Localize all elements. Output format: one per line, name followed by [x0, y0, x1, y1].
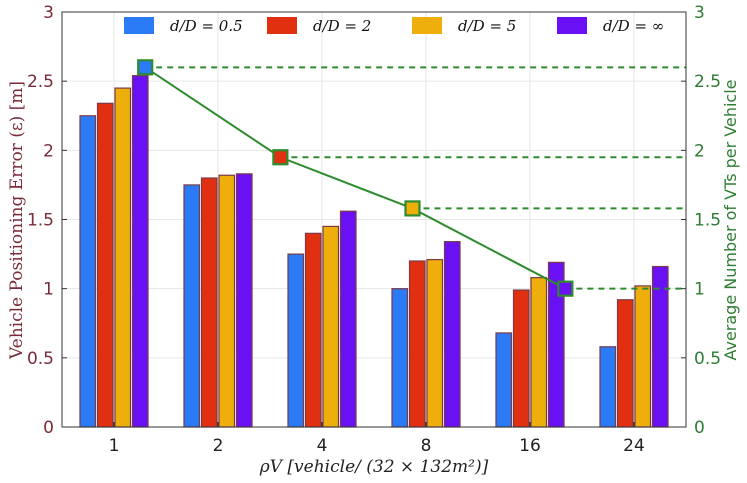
y-tick-label: 2.5 — [27, 72, 54, 92]
bar — [218, 174, 236, 428]
legend: d/D = 0.5 d/D = 2 d/D = 5 d/D = ∞ — [124, 17, 664, 35]
x-tick-label: 4 — [317, 436, 328, 456]
y-tick-label: 1 — [43, 280, 54, 300]
legend-label: d/D = 5 — [458, 17, 516, 35]
legend-label: d/D = 0.5 — [170, 17, 243, 35]
bars — [79, 75, 669, 428]
legend-label: d/D = ∞ — [603, 17, 664, 35]
x-tick-label: 2 — [213, 436, 224, 456]
y-axis-label: Vehicle Positioning Error (ε) [m] — [7, 81, 27, 360]
bar — [131, 75, 149, 428]
bar — [235, 173, 253, 428]
y-axis-ticks: 0 0.5 1 1.5 2 2.5 3 — [27, 3, 67, 438]
y2-tick-label: 2 — [694, 141, 705, 161]
vt-marker — [557, 280, 574, 297]
bar — [339, 210, 357, 428]
y2-axis-label: Average Number of VTs per Vehicle — [721, 79, 740, 360]
bar — [287, 253, 305, 428]
bar — [651, 265, 669, 428]
bar — [79, 115, 97, 428]
bar — [408, 260, 426, 428]
y2-tick-label: 1.5 — [694, 211, 721, 231]
bar — [96, 102, 114, 428]
y-tick-label: 0 — [43, 418, 54, 438]
vt-marker — [404, 200, 421, 217]
vt-marker — [137, 59, 154, 76]
bar — [322, 225, 340, 428]
vt-line — [144, 66, 566, 290]
bar — [634, 285, 652, 428]
x-tick-label: 1 — [109, 436, 120, 456]
y2-tick-label: 2.5 — [694, 72, 721, 92]
y2-axis-ticks: 0 0.5 1 1.5 2 2.5 3 — [681, 3, 721, 438]
y-tick-label: 2 — [43, 141, 54, 161]
x-axis-ticks: 1 2 4 8 16 24 — [109, 422, 645, 456]
y-tick-label: 3 — [43, 3, 54, 23]
bar — [443, 241, 461, 428]
bar — [599, 346, 617, 428]
y2-tick-label: 1 — [694, 280, 705, 300]
bar — [183, 184, 201, 428]
x-axis-label: ρV [vehicle/ (32 × 132m²)] — [259, 457, 489, 477]
bar — [426, 259, 444, 428]
x-tick-label: 24 — [623, 436, 645, 456]
y-tick-label: 1.5 — [27, 211, 54, 231]
y-tick-label: 0.5 — [27, 349, 54, 369]
bar — [200, 177, 218, 428]
legend-swatch — [267, 17, 297, 34]
x-tick-label: 8 — [421, 436, 432, 456]
legend-swatch — [124, 17, 154, 34]
y2-tick-label: 0.5 — [694, 349, 721, 369]
legend-label: d/D = 2 — [313, 17, 371, 35]
x-tick-label: 16 — [519, 436, 541, 456]
legend-swatch — [412, 17, 442, 34]
bar — [616, 299, 634, 428]
vt-marker — [272, 149, 289, 166]
bar — [391, 288, 409, 428]
bar — [512, 289, 530, 428]
bar — [114, 87, 132, 428]
legend-swatch — [557, 17, 587, 34]
bar — [304, 232, 322, 428]
y2-tick-label: 0 — [694, 418, 705, 438]
bar — [495, 332, 513, 428]
grid — [62, 11, 686, 428]
bar — [530, 277, 548, 428]
vt-line-layer — [137, 59, 686, 297]
y2-tick-label: 3 — [694, 3, 705, 23]
